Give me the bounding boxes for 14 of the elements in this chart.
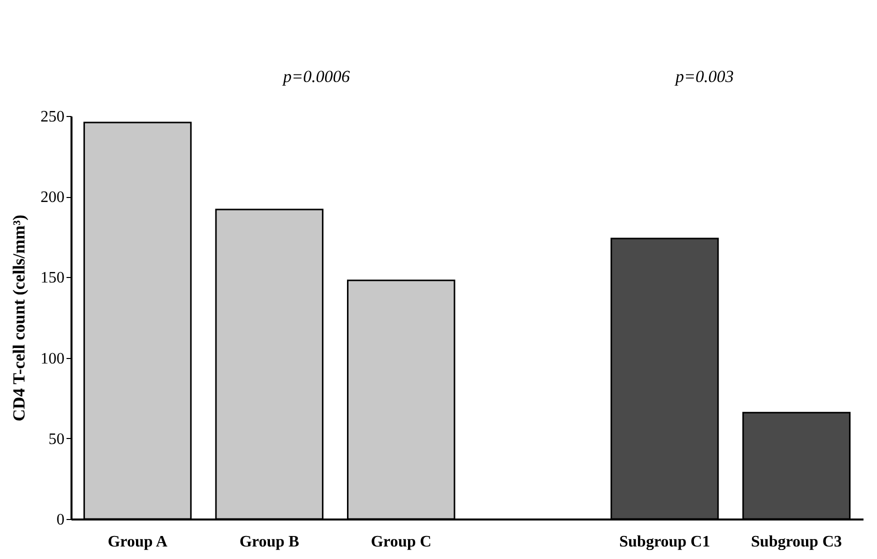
y-axis-title: CD4 T-cell count (cells/mm³) [10,214,28,422]
y-tick-label: 200 [40,189,64,206]
y-tick-label: 150 [40,270,64,287]
text: p=0.0006 [282,67,350,86]
y-tick-label: 0 [56,512,64,528]
x-tick-label: Group C [370,534,432,550]
y-tick-label: 100 [40,350,64,368]
y-tick-label: 250 [40,108,64,126]
x-tick-label: Group A [108,534,168,550]
y-tick-label: 50 [48,430,64,448]
x-tick-label: Subgroup C1 [619,534,710,550]
text: p=0.003 [674,67,734,86]
x-tick-label: Subgroup C3 [751,534,842,550]
x-tick-label: Group B [239,534,300,550]
